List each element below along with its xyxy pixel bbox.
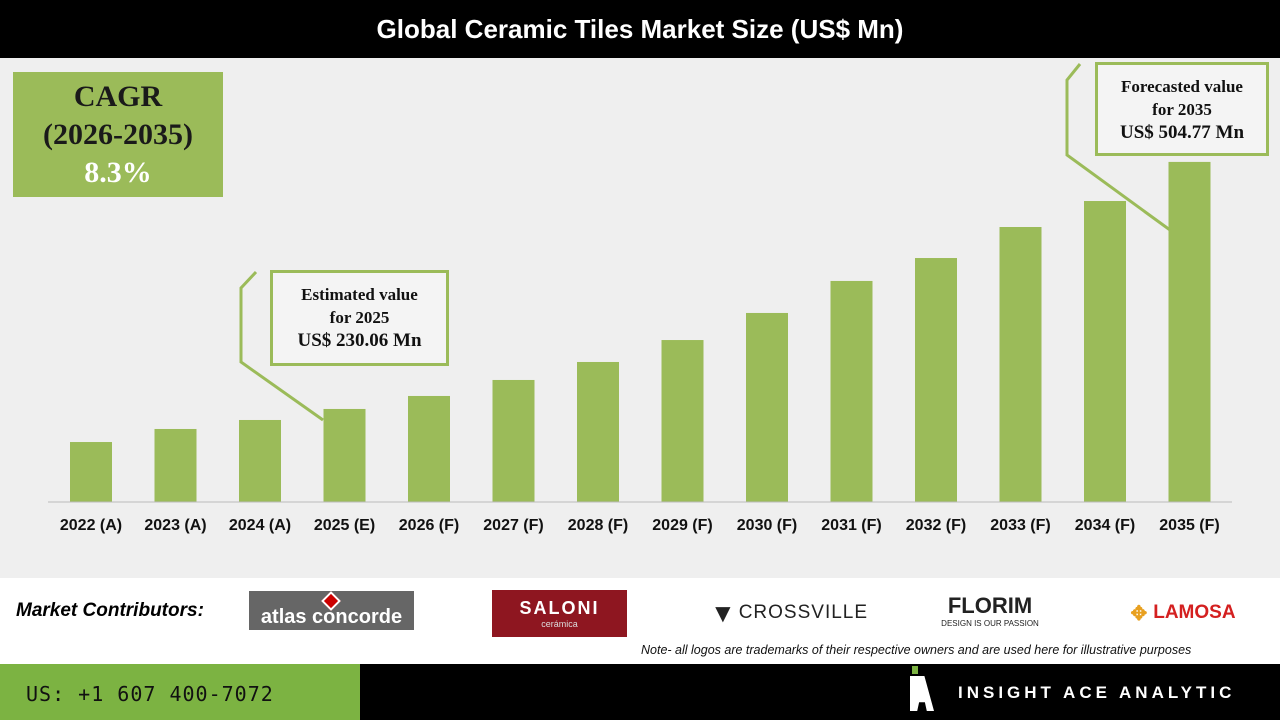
- logo-subtext: cerámica: [541, 619, 578, 629]
- cagr-label: CAGR: [73, 80, 163, 113]
- cagr-value: 8.3%: [84, 156, 152, 189]
- bar-2030 (F): [746, 312, 788, 502]
- phone-number: US: +1 607 400-7072: [0, 664, 360, 720]
- bar-2034 (F): [1084, 201, 1126, 502]
- logo-atlas-concorde: atlas concorde: [249, 591, 414, 630]
- bar-2033 (F): [999, 227, 1042, 502]
- x-tick-label: 2033 (F): [990, 517, 1050, 534]
- annotation-text: Estimated value: [301, 285, 418, 304]
- x-tick-label: 2031 (F): [821, 517, 881, 534]
- bar-2025 (E): [323, 408, 366, 502]
- logo-text: atlas concorde: [260, 606, 403, 628]
- bar-chart: 2022 (A) 2023 (A) 2024 (A) 2025 (E) 2026 (F)…: [48, 63, 1232, 534]
- estimated-connector: [239, 270, 324, 422]
- logo-text: FLORIM: [947, 592, 1033, 618]
- contributors-label: Market Contributors:: [16, 600, 204, 621]
- logo-lamosa: ✥ LAMOSA: [1117, 598, 1249, 628]
- logo-florim: FLORIM DESIGN IS OUR PASSION: [925, 592, 1055, 628]
- x-tick-label: 2023 (A): [144, 517, 206, 534]
- logo-accent: [912, 666, 918, 674]
- brand-name: INSIGHT ACE ANALYTIC: [958, 683, 1236, 702]
- x-tick-label: 2028 (F): [568, 517, 628, 534]
- annotation-text: for 2025: [329, 308, 390, 327]
- plot-area: 2022 (A) 2023 (A) 2024 (A) 2025 (E) 2026 (F)…: [0, 58, 1280, 578]
- x-tick-label: 2027 (F): [483, 517, 543, 534]
- x-tick-label: 2030 (F): [737, 517, 797, 534]
- x-tick-label: 2032 (F): [906, 517, 966, 534]
- x-tick-label: 2034 (F): [1075, 517, 1135, 534]
- bar-2023 (A): [154, 428, 197, 502]
- trademark-note: Note- all logos are trademarks of their …: [641, 643, 1192, 657]
- footer-bar: [360, 664, 1280, 720]
- crossville-mark-icon: ▼: [709, 597, 737, 628]
- cagr-box: CAGR (2026-2035) 8.3%: [13, 72, 223, 197]
- estimated-annotation: Estimated value for 2025 US$ 230.06 Mn: [270, 270, 449, 366]
- x-tick-label: 2035 (F): [1159, 517, 1219, 534]
- chart-title: Global Ceramic Tiles Market Size (US$ Mn…: [0, 0, 1280, 58]
- annotation-text: for 2035: [1152, 100, 1212, 119]
- bar-2022 (A): [70, 442, 112, 502]
- bar-2035 (F): [1168, 161, 1211, 502]
- cagr-period: (2026-2035): [43, 118, 193, 151]
- x-tick-label: 2029 (F): [652, 517, 712, 534]
- logo-crossville: ▼ CROSSVILLE: [710, 592, 867, 634]
- x-tick-label: 2026 (F): [399, 517, 459, 534]
- logo-text: CROSSVILLE: [738, 602, 869, 623]
- bar-2026 (F): [408, 395, 450, 502]
- bar-2032 (F): [915, 258, 957, 502]
- logo-text: SALONI: [519, 598, 600, 618]
- bar-2031 (F): [830, 280, 873, 502]
- annotation-value: US$ 230.06 Mn: [297, 330, 422, 351]
- forecast-connector: [1065, 63, 1171, 232]
- logo-subtext: DESIGN IS OUR PASSION: [941, 618, 1039, 628]
- x-tick-label: 2022 (A): [60, 517, 122, 534]
- x-tick-label: 2025 (E): [314, 517, 375, 534]
- x-tick-label: 2024 (A): [229, 517, 291, 534]
- bar-2024 (A): [239, 419, 281, 502]
- bar-2029 (F): [661, 340, 704, 502]
- annotation-text: Forecasted value: [1121, 77, 1243, 96]
- logo-saloni: SALONI cerámica: [492, 590, 627, 637]
- forecast-annotation: Forecasted value for 2035 US$ 504.77 Mn: [1095, 62, 1269, 156]
- logo-text: LAMOSA: [1153, 602, 1236, 623]
- lamosa-mark-icon: ✥: [1130, 602, 1148, 625]
- bar-2028 (F): [577, 361, 619, 502]
- annotation-value: US$ 504.77 Mn: [1119, 122, 1245, 143]
- bar-2027 (F): [492, 379, 535, 502]
